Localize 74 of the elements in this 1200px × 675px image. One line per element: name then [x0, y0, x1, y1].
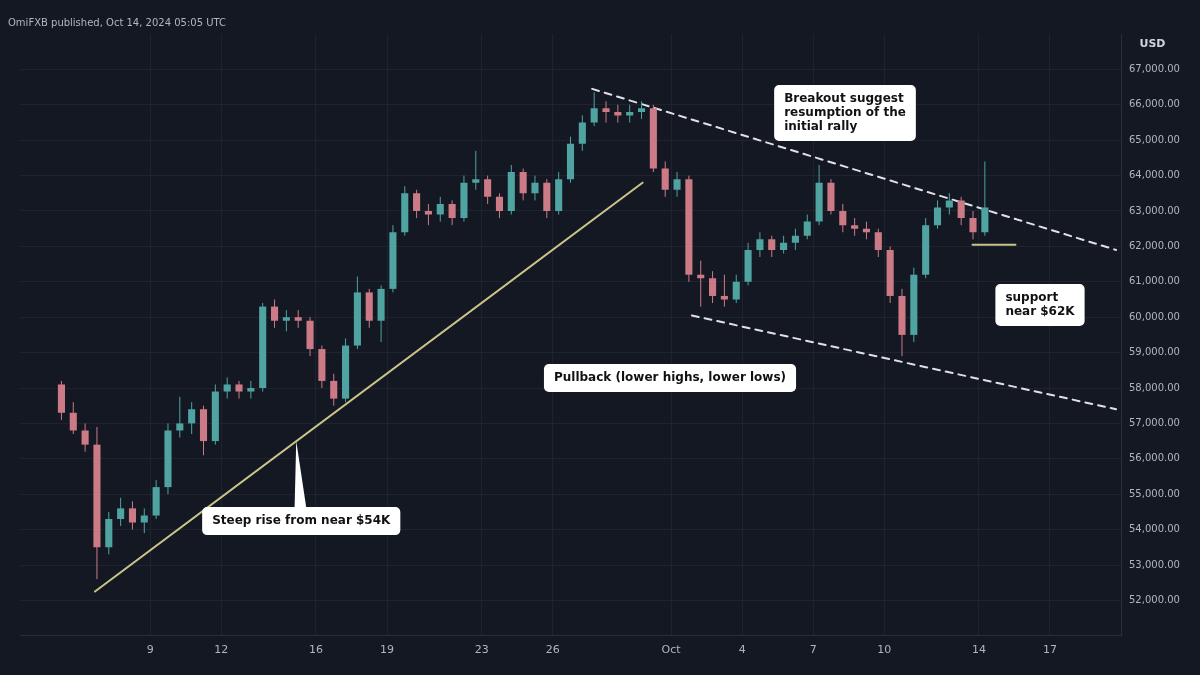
y-tick-label: 64,000.00	[1129, 169, 1180, 181]
candlestick	[957, 196, 965, 226]
candlestick	[732, 274, 740, 304]
x-tick-label: 9	[146, 643, 154, 657]
y-tick-label: 55,000.00	[1129, 487, 1180, 499]
candlestick	[235, 380, 243, 400]
y-tick-label: 58,000.00	[1129, 381, 1180, 393]
candlestick	[330, 373, 338, 407]
y-tick-label: 56,000.00	[1129, 452, 1180, 464]
candlestick	[484, 175, 492, 205]
annotation: support near $62K	[1005, 290, 1076, 319]
candlestick	[472, 150, 480, 191]
candlestick	[117, 497, 125, 527]
candlestick	[590, 91, 598, 127]
candlestick	[270, 299, 279, 329]
candlestick	[578, 114, 586, 152]
annotation: Pullback (lower highs, lower lows)	[553, 370, 787, 385]
x-tick-label: 4	[738, 643, 746, 657]
y-tick-label: 53,000.00	[1129, 558, 1180, 570]
candlestick	[223, 376, 231, 400]
x-tick-label: Oct	[661, 643, 682, 657]
y-tick-label: 63,000.00	[1129, 204, 1180, 216]
y-tick-label: 60,000.00	[1129, 310, 1180, 322]
x-tick-label: 23	[474, 643, 489, 657]
candlestick	[69, 401, 77, 435]
candlestick	[188, 401, 196, 435]
x-tick-label: 26	[545, 643, 560, 657]
x-tick-label: 16	[308, 643, 323, 657]
candlestick	[768, 235, 776, 258]
candlestick	[531, 175, 539, 201]
y-tick-label: 61,000.00	[1129, 275, 1180, 287]
candlestick	[673, 171, 681, 198]
candlestick	[495, 192, 504, 219]
y-tick-label: 52,000.00	[1129, 593, 1180, 605]
y-tick-label: 54,000.00	[1129, 523, 1180, 535]
x-tick-label: 7	[809, 643, 817, 657]
candlestick	[140, 507, 148, 534]
candlestick	[945, 192, 953, 216]
y-tick-label: 57,000.00	[1129, 416, 1180, 428]
candlestick	[933, 199, 942, 230]
candlestick	[247, 380, 255, 400]
candlestick	[602, 100, 610, 123]
candlestick	[874, 228, 882, 258]
candlestick	[448, 199, 456, 226]
annotation: Breakout suggest resumption of the initial rally	[784, 91, 906, 134]
y-tick-label: 59,000.00	[1129, 346, 1180, 358]
candlestick	[709, 270, 717, 304]
y-tick-label: 66,000.00	[1129, 98, 1180, 110]
y-tick-label: 65,000.00	[1129, 133, 1180, 145]
candlestick	[519, 168, 527, 201]
text: OmiFXB published, Oct 14, 2024 05:05 UTC	[8, 16, 227, 28]
x-tick-label: 14	[971, 643, 986, 657]
candlestick	[128, 500, 137, 531]
candlestick	[81, 422, 89, 453]
candlestick	[661, 160, 669, 198]
candlestick	[791, 228, 799, 251]
x-tick-label: 10	[877, 643, 892, 657]
candlestick	[282, 309, 290, 332]
x-tick-label: 19	[380, 643, 394, 657]
candlestick	[969, 210, 977, 240]
x-tick-label: 12	[214, 643, 229, 657]
candlestick	[756, 231, 764, 258]
candlestick	[413, 189, 421, 219]
annotation: Steep rise from near $54K	[212, 513, 392, 528]
candlestick	[176, 396, 184, 439]
candlestick	[839, 203, 847, 233]
candlestick	[720, 274, 728, 308]
y-axis-title: USD	[1139, 36, 1166, 50]
x-tick-label: 17	[1042, 643, 1057, 657]
candlestick	[424, 203, 432, 226]
candlestick	[436, 196, 444, 223]
y-tick-label: 62,000.00	[1129, 239, 1180, 251]
candlestick	[803, 214, 811, 240]
y-tick-label: 67,000.00	[1129, 62, 1180, 74]
